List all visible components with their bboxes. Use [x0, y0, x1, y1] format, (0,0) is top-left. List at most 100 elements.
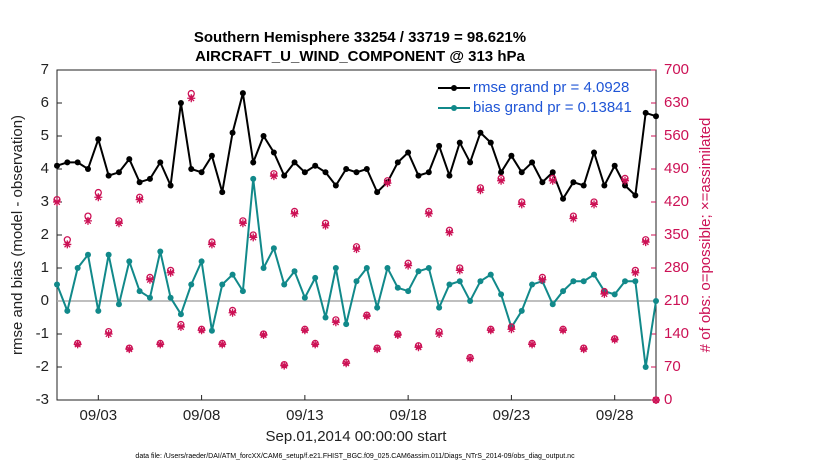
point — [414, 343, 423, 352]
point — [95, 307, 102, 314]
chart-title: AIRCRAFT_U_WIND_COMPONENT @ 313 hPa — [195, 48, 525, 65]
point — [260, 133, 267, 139]
point — [146, 294, 153, 301]
point — [270, 149, 277, 156]
y2-tick-label: 280 — [664, 259, 689, 276]
point — [208, 327, 215, 334]
point — [198, 169, 205, 176]
point — [436, 304, 443, 311]
point — [487, 271, 494, 278]
point — [156, 340, 165, 349]
point — [54, 281, 60, 288]
point — [188, 166, 195, 172]
point — [300, 326, 309, 335]
x-axis-label: Sep.01,2014 00:00:00 start — [266, 428, 448, 445]
point — [631, 268, 640, 277]
point — [228, 308, 237, 317]
point — [394, 284, 401, 291]
point — [126, 156, 133, 163]
point — [312, 274, 319, 281]
point — [125, 345, 134, 354]
x-tick-label: 09/28 — [596, 407, 634, 424]
point — [384, 265, 391, 271]
y-tick-label: 1 — [41, 259, 49, 276]
point — [84, 251, 91, 258]
point — [467, 298, 474, 304]
x-tick-label: 09/08 — [183, 407, 221, 424]
x-tick-label: 09/18 — [389, 407, 427, 424]
point — [405, 288, 412, 295]
point — [219, 281, 226, 288]
legend-label: rmse grand pr = 4.0928 — [473, 79, 629, 96]
y2-tick-label: 210 — [664, 292, 689, 309]
y2-tick-label: 560 — [664, 127, 689, 144]
point — [456, 278, 463, 285]
point — [250, 159, 257, 166]
point — [467, 159, 474, 166]
point — [404, 261, 413, 270]
point — [322, 314, 329, 321]
point — [157, 159, 164, 166]
point — [611, 162, 618, 169]
point — [363, 166, 370, 172]
point — [653, 113, 659, 120]
point — [446, 172, 453, 179]
point — [239, 90, 246, 97]
point — [269, 172, 278, 181]
point — [641, 238, 650, 247]
plot-frame — [56, 69, 657, 401]
point — [146, 175, 153, 182]
y2-tick-label: 700 — [664, 61, 689, 78]
y2-tick-label: 140 — [664, 325, 689, 342]
point — [580, 182, 587, 189]
point — [136, 288, 143, 295]
point — [115, 301, 122, 308]
y2-tick-label: 420 — [664, 193, 689, 210]
point — [394, 159, 401, 166]
point — [73, 340, 82, 349]
point — [250, 175, 257, 182]
point — [343, 166, 350, 172]
point — [415, 172, 422, 179]
point — [622, 278, 629, 285]
point — [280, 361, 289, 370]
point — [424, 209, 433, 218]
point — [260, 265, 267, 271]
point — [135, 195, 144, 204]
point — [560, 195, 567, 202]
point — [291, 268, 298, 275]
y2-axis-label: # of obs: o=possible; ×=assimilated — [697, 118, 714, 353]
point — [301, 169, 308, 176]
point — [239, 288, 246, 295]
point — [177, 100, 184, 106]
point — [95, 136, 102, 143]
point — [53, 198, 61, 206]
y-tick-label: 3 — [41, 193, 49, 210]
point — [126, 258, 133, 265]
point — [64, 307, 71, 314]
point — [74, 265, 81, 271]
y2-tick-label: 70 — [664, 358, 681, 375]
point — [94, 193, 103, 202]
point — [290, 209, 299, 218]
point — [591, 271, 598, 278]
point — [374, 189, 381, 196]
point — [311, 340, 320, 349]
point — [529, 281, 536, 288]
point — [105, 251, 112, 258]
y-axis-label: rmse and bias (model - observation) — [9, 115, 26, 355]
point — [446, 281, 453, 288]
y-tick-label: 0 — [41, 292, 49, 309]
point — [622, 182, 629, 189]
point — [64, 159, 71, 166]
point — [187, 94, 196, 103]
point — [362, 312, 371, 321]
point — [642, 364, 649, 370]
point — [591, 149, 598, 156]
point — [632, 192, 639, 199]
y2-tick-label: 350 — [664, 226, 689, 243]
point — [259, 330, 268, 339]
point — [569, 214, 578, 223]
point — [188, 281, 195, 288]
footnote: data file: /Users/raeder/DAI/ATM_forcXX/… — [135, 453, 575, 460]
